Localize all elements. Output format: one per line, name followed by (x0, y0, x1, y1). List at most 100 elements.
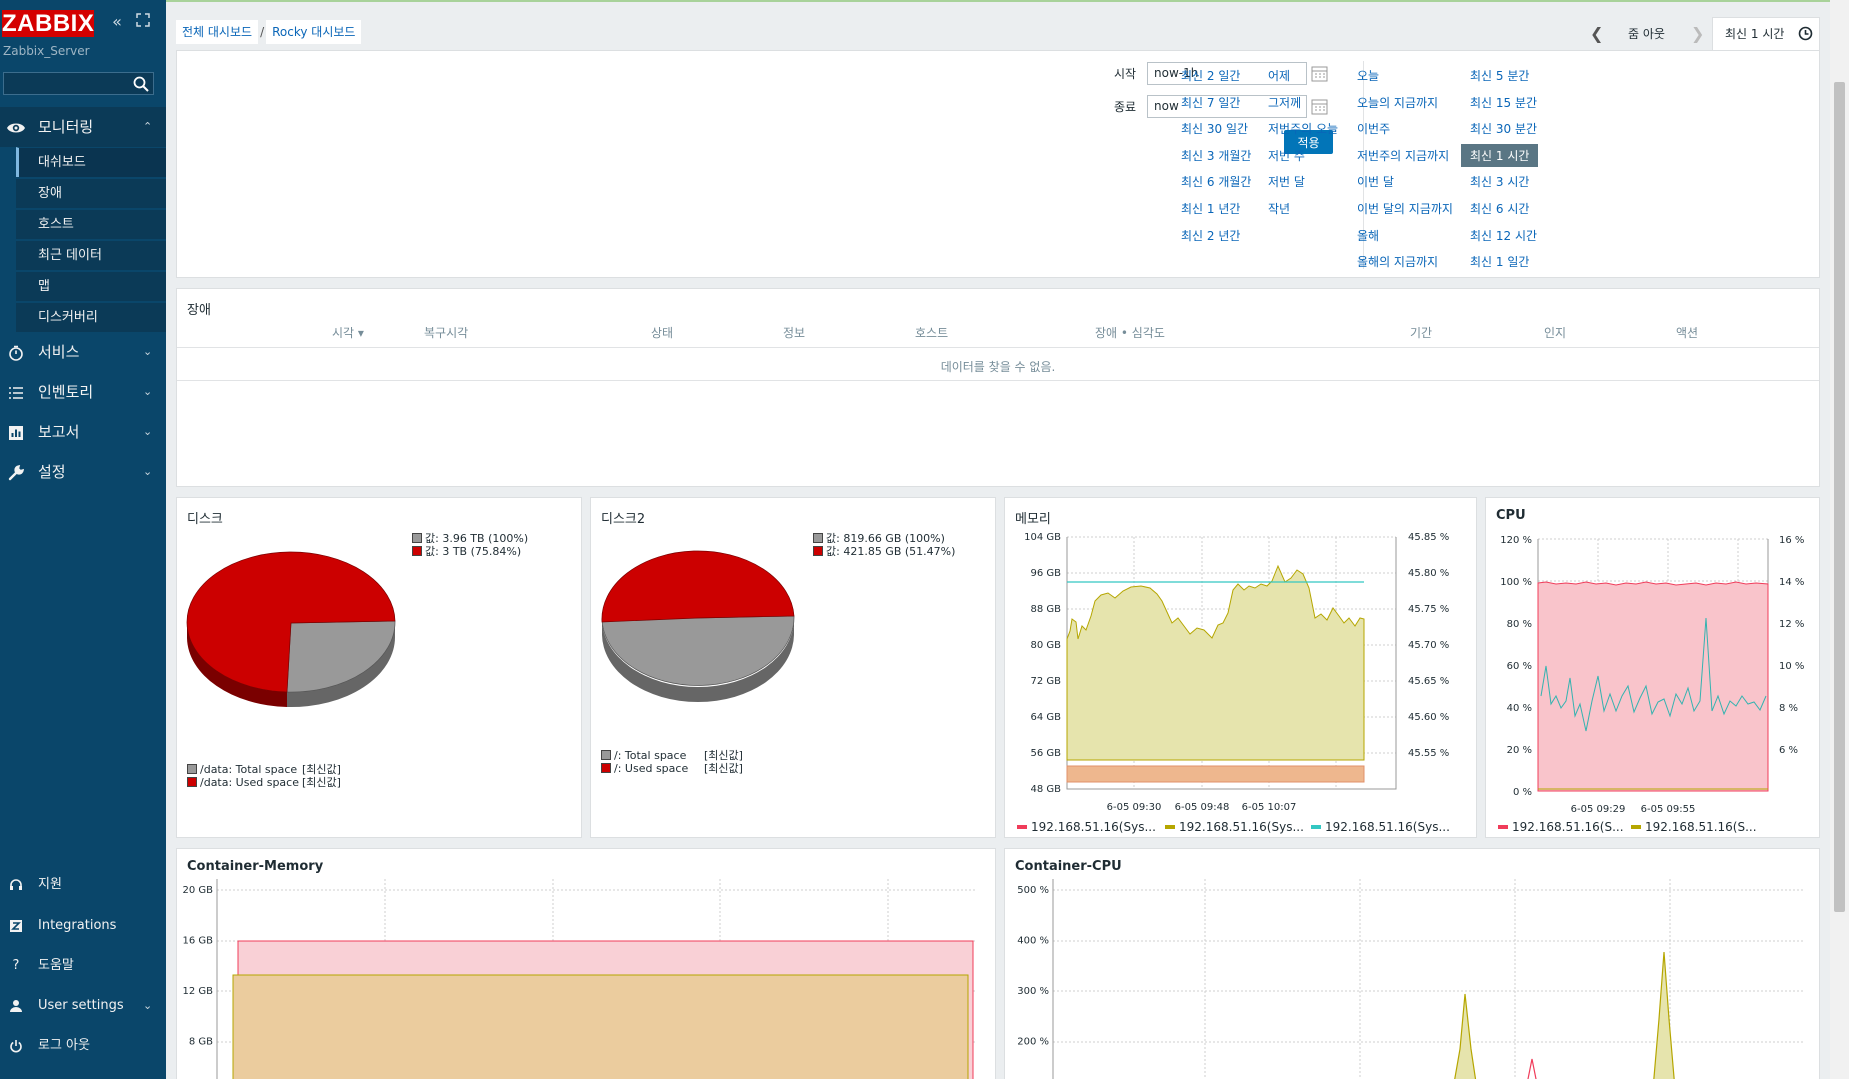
disk2-legend-used: 값: 421.85 GB (51.47%) (813, 543, 955, 559)
quick-range-link[interactable]: 저번 주 (1268, 148, 1305, 163)
chevron-up-icon: ⌃ (143, 120, 153, 133)
cpu-legend-1: 192.168.51.16(S... (1498, 820, 1624, 834)
calendar-icon[interactable] (1311, 65, 1328, 82)
zabbix-logo[interactable]: ZABBIX (2, 10, 95, 37)
subnav-maps[interactable]: 맵 (16, 271, 166, 301)
subnav-latest-data[interactable]: 최근 데이터 (16, 240, 166, 270)
disk-legend-used: 값: 3 TB (75.84%) (412, 543, 521, 559)
ccpu-y-tick: 400 % (1017, 936, 1049, 947)
quick-range-link[interactable]: 최신 15 분간 (1470, 95, 1538, 110)
quick-range-link[interactable]: 최신 1 년간 (1181, 202, 1241, 216)
from-input[interactable]: now-1h (1147, 62, 1307, 85)
memory-title: 메모리 (1015, 512, 1051, 527)
quick-range-link[interactable]: 어제 (1268, 69, 1291, 83)
col-host: 호스트 (915, 326, 949, 340)
apply-button[interactable]: 적용 (1284, 130, 1333, 154)
quick-range-link[interactable]: 최신 7 일간 (1181, 95, 1241, 110)
time-prev-icon[interactable]: ❮ (1590, 24, 1604, 43)
eye-icon (6, 107, 26, 147)
pie-slice-free (601, 615, 795, 686)
col-time[interactable]: 시각 ▾ (332, 326, 364, 340)
memory-y2-tick: 45.80 % (1408, 568, 1449, 579)
cpu-y-tick: 0 % (1513, 787, 1532, 798)
time-next-icon[interactable]: ❯ (1691, 24, 1705, 43)
col-info: 정보 (783, 326, 806, 340)
quick-range-link[interactable]: 이번주 (1357, 122, 1391, 137)
quick-range-link[interactable]: 최신 3 개월간 (1181, 148, 1252, 163)
quick-range-link[interactable]: 그저께 (1268, 95, 1302, 110)
page-scrollbar-thumb[interactable] (1834, 82, 1845, 912)
cpu-y-tick: 20 % (1507, 745, 1532, 756)
quick-range-link[interactable]: 이번 달 (1357, 175, 1394, 190)
memory-y2-tick: 45.55 % (1408, 748, 1449, 759)
chevron-down-icon: ⌄ (143, 465, 153, 478)
nav-services[interactable]: 서비스 ⌄ (0, 332, 166, 372)
memory-x-tick: 6-05 10:07 (1242, 802, 1297, 813)
breadcrumb-all-dashboards[interactable]: 전체 대시보드 (176, 20, 259, 44)
cmem-y-tick: 20 GB (182, 885, 213, 896)
subnav-hosts-label: 호스트 (38, 217, 74, 232)
cpu-y2-tick: 6 % (1779, 745, 1798, 756)
subnav-problems[interactable]: 장애 (16, 178, 166, 208)
quick-range-link[interactable]: 올해 (1357, 228, 1380, 243)
memory-series-used (1066, 564, 1365, 761)
server-name: Zabbix_Server (3, 44, 90, 58)
subnav-dashboard-label: 대쉬보드 (38, 155, 86, 170)
clock-icon[interactable] (1798, 26, 1813, 41)
quick-range-link[interactable]: 최신 5 분간 (1470, 69, 1530, 83)
nav-help[interactable]: ? 도움말 (0, 949, 166, 983)
memory-y-tick: 88 GB (1030, 604, 1061, 615)
nav-monitoring-label: 모니터링 (38, 118, 94, 136)
problems-title: 장애 (187, 303, 211, 318)
quick-range-link[interactable]: 올해의 지금까지 (1357, 255, 1439, 270)
quick-range-link[interactable]: 최신 6 개월간 (1181, 175, 1252, 190)
quick-range-link[interactable]: 최신 2 일간 (1181, 69, 1241, 83)
memory-y2-tick: 45.65 % (1408, 676, 1449, 687)
collapse-sidebar-icon[interactable]: « (112, 12, 122, 31)
quick-range-link[interactable]: 최신 3 시간 (1470, 175, 1530, 190)
nav-configuration[interactable]: 설정 ⌄ (0, 452, 166, 492)
quick-range-link[interactable]: 저번 달 (1268, 175, 1305, 190)
calendar-icon[interactable] (1311, 98, 1328, 115)
pie-slice-used (601, 550, 795, 623)
nav-monitoring[interactable]: 모니터링 ⌃ (0, 107, 166, 147)
zoom-out-button[interactable]: 줌 아웃 (1628, 27, 1665, 41)
nav-user-settings[interactable]: User settings ⌄ (0, 989, 166, 1023)
quick-range-link[interactable]: 최신 12 시간 (1470, 228, 1538, 243)
quick-range-link[interactable]: 최신 30 분간 (1470, 122, 1538, 137)
disk-bottom-legend-total: /data: Total space [최신값] (187, 761, 341, 777)
quick-range-link[interactable]: 저번주의 지금까지 (1357, 148, 1450, 163)
memory-y2-tick: 45.85 % (1408, 532, 1449, 543)
sidebar-search-input[interactable] (3, 72, 154, 95)
nav-integrations[interactable]: Integrations (0, 909, 166, 943)
quick-range-link[interactable]: 저번주의 오늘 (1268, 122, 1339, 137)
search-icon[interactable] (132, 75, 150, 93)
nav-integrations-label: Integrations (38, 918, 117, 933)
quick-range-link[interactable]: 오늘의 지금까지 (1357, 95, 1439, 110)
col-recovery-time: 복구시각 (424, 326, 469, 340)
quick-range-link[interactable]: 오늘 (1357, 69, 1380, 83)
quick-range-link[interactable]: 최신 2 년간 (1181, 228, 1241, 243)
pie-slice-free-side (602, 619, 794, 702)
subnav-dashboard[interactable]: 대쉬보드 (16, 147, 166, 177)
quick-range-link[interactable]: 이번 달의 지금까지 (1357, 202, 1453, 216)
legend-swatch (187, 777, 197, 787)
nav-inventory[interactable]: 인벤토리 ⌄ (0, 372, 166, 412)
subnav-hosts[interactable]: 호스트 (16, 209, 166, 239)
quick-range-link[interactable]: 최신 1 일간 (1470, 255, 1530, 270)
nav-reports[interactable]: 보고서 ⌄ (0, 412, 166, 452)
nav-inventory-label: 인벤토리 (38, 383, 94, 401)
breadcrumb-current-dashboard[interactable]: Rocky 대시보드 (266, 20, 362, 44)
quick-range-link[interactable]: 최신 6 시간 (1470, 202, 1530, 216)
quick-range-link[interactable]: 최신 1 시간 (1461, 143, 1539, 167)
to-input[interactable]: now (1147, 95, 1307, 118)
subnav-discovery[interactable]: 디스커버리 (16, 302, 166, 332)
quick-range-link[interactable]: 최신 30 일간 (1181, 122, 1249, 137)
quick-range-link[interactable]: 작년 (1268, 202, 1291, 216)
time-period-tab[interactable]: 최신 1 시간 (1712, 17, 1820, 51)
pie-slice-used-side (187, 623, 287, 707)
kiosk-mode-icon[interactable] (134, 13, 152, 31)
nav-logout[interactable]: 로그 아웃 (0, 1029, 166, 1063)
integrations-icon (6, 909, 26, 943)
nav-support[interactable]: 지원 (0, 868, 166, 902)
